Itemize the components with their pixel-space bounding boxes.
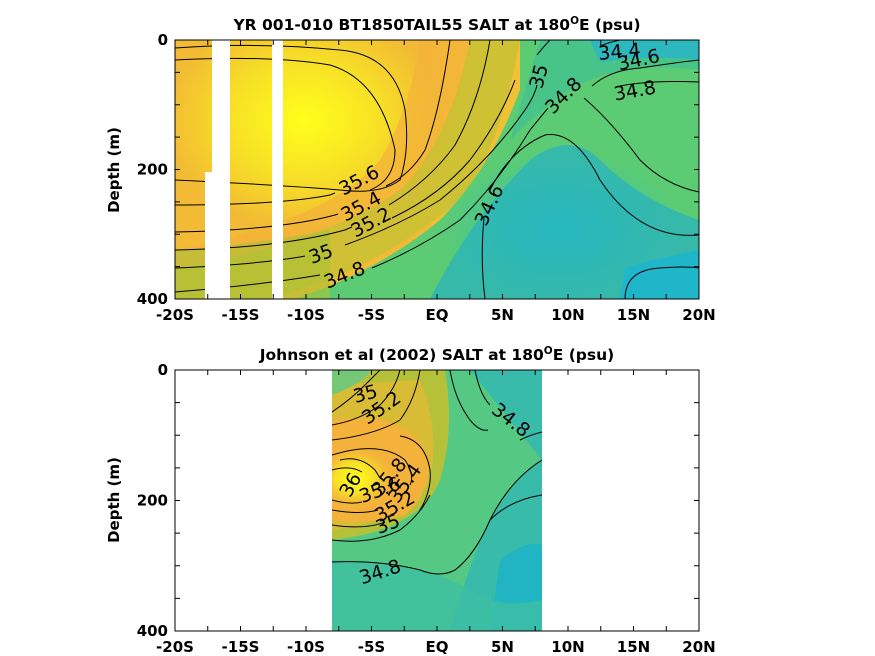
model-chart-title: YR 001-010 BT1850TAIL55 SALT at 180OE (p… (232, 15, 640, 34)
observed-salinity-panel: Johnson et al (2002) SALT at 180OE (psu) (105, 345, 716, 656)
x-tick-label: 10N (551, 638, 584, 656)
x-tick-label: 10N (551, 306, 584, 324)
x-tick-label: 5N (491, 306, 514, 324)
x-tick-label: EQ (426, 638, 449, 656)
observed-chart-title: Johnson et al (2002) SALT at 180OE (psu) (259, 345, 615, 364)
model-salinity-panel: YR 001-010 BT1850TAIL55 SALT at 180OE (p… (105, 15, 716, 324)
x-tick-label: 20N (682, 638, 715, 656)
x-tick-label: -5S (358, 306, 385, 324)
observed-axis-ticks: -20S -15S -10S -5S EQ 5N 10N 15N 20N 0 200 400 (137, 361, 716, 656)
x-tick-label: -20S (156, 306, 194, 324)
x-tick-label: 5N (491, 638, 514, 656)
y-tick-label: 0 (158, 31, 168, 49)
model-y-axis-label: Depth (m) (105, 127, 123, 213)
observed-contour-lines (332, 370, 542, 575)
x-tick-label: -10S (287, 306, 325, 324)
observed-salinity-field (332, 370, 542, 631)
y-tick-label: 400 (137, 290, 168, 308)
x-tick-label: 20N (682, 306, 715, 324)
model-contour-labels: 34.4 34.6 34.8 35 34.8 35.6 35.4 35.2 34… (306, 39, 662, 293)
y-tick-label: 200 (137, 492, 168, 510)
observed-y-axis-label: Depth (m) (105, 457, 123, 543)
contour-label: 34.4 (597, 39, 641, 65)
x-tick-label: 15N (617, 638, 650, 656)
model-missing-data-column (205, 172, 214, 299)
model-salinity-field (175, 40, 699, 299)
x-tick-label: -5S (358, 638, 385, 656)
x-tick-label: EQ (426, 306, 449, 324)
x-tick-label: -20S (156, 638, 194, 656)
model-contour-lines (175, 40, 699, 299)
x-tick-label: 15N (617, 306, 650, 324)
model-missing-data-column (272, 40, 283, 299)
model-axis-ticks: -20S -15S -10S -5S EQ 5N 10N 15N 20N 0 200 400 (137, 31, 716, 324)
x-tick-label: -15S (222, 306, 260, 324)
x-tick-label: -10S (287, 638, 325, 656)
y-tick-label: 200 (137, 161, 168, 179)
x-tick-label: -15S (222, 638, 260, 656)
y-tick-label: 400 (137, 622, 168, 640)
y-tick-label: 0 (158, 361, 168, 379)
model-missing-data-column (212, 40, 230, 299)
